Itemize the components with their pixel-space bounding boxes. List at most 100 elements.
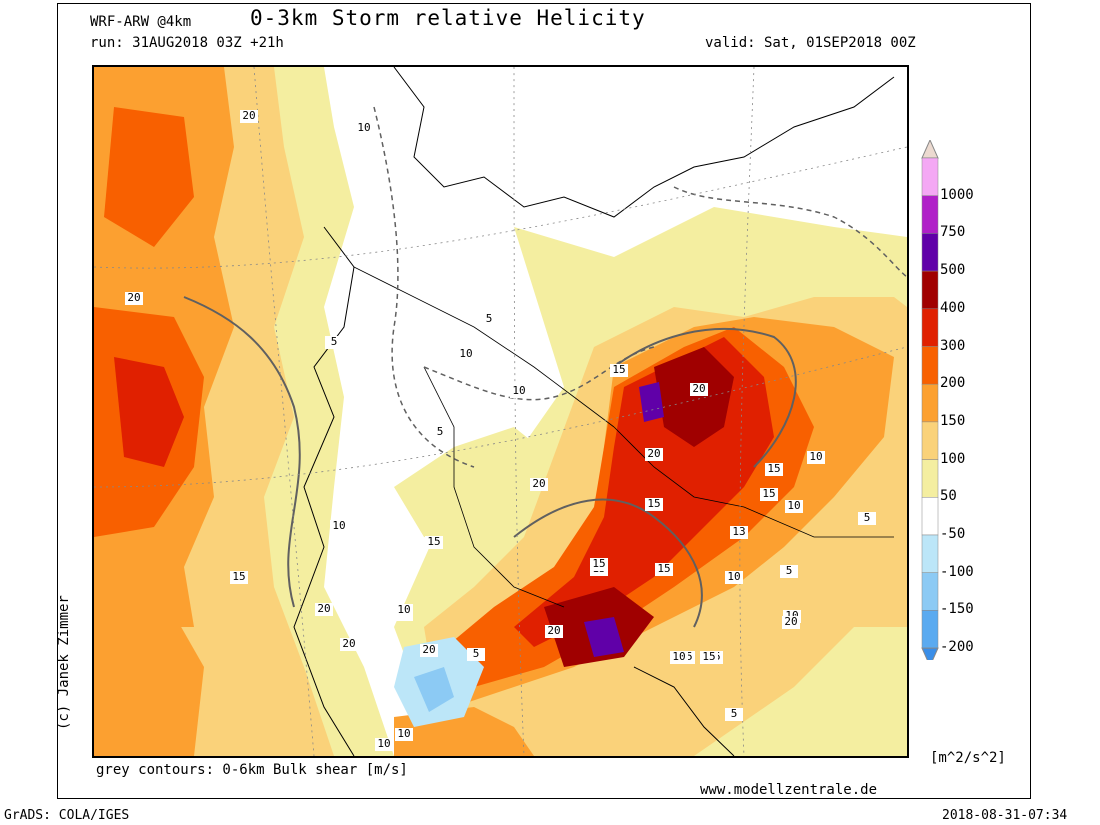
contour-label-bg (431, 426, 449, 439)
coastline-adriatic (633, 666, 735, 756)
colorbar-units: [m^2/s^2] (930, 750, 1006, 766)
contour-label: 15 (762, 487, 775, 500)
contour-label-bg (725, 708, 743, 721)
contour-label: 5 (864, 511, 871, 524)
helicity-map: 20 10 20 5 10 5 10 15 20 10 5 20 15 15 10 15 20 15 15 10 15 1… (92, 65, 909, 758)
contour-label-bg (700, 651, 718, 664)
contour-label: 15 (657, 562, 670, 575)
contour-label: 15 (702, 650, 715, 663)
colorbar-tick-label: -50 (940, 526, 966, 542)
contour-label: 15 (647, 497, 660, 510)
colorbar-swatch (921, 497, 939, 536)
contour-label: 15 (612, 363, 625, 376)
colorbar-tick-label: -150 (940, 601, 974, 618)
contour-label: 5 (486, 312, 493, 325)
generation-timestamp: 2018-08-31-07:34 (942, 808, 1068, 823)
contour-label-bg (765, 463, 783, 476)
colorbar-tick-label: 500 (940, 262, 966, 279)
contour-label-bg (645, 498, 663, 511)
contour-label: 5 (473, 647, 480, 660)
contour-label: 10 (377, 737, 390, 750)
contour-label-bg (690, 383, 708, 396)
contour-label: 15 (767, 462, 780, 475)
shear-contour-dashed-2 (673, 186, 907, 278)
colorbar-swatch (921, 459, 939, 498)
contour-label: 20 (692, 382, 705, 395)
contour-label-bg (420, 644, 438, 657)
contour-label-bg (760, 488, 778, 501)
shear-contour-dashed-3 (423, 346, 655, 401)
contour-label-group: 20 10 20 5 10 5 10 15 20 10 5 20 15 15 10 15 20 15 15 10 15 1… (125, 109, 876, 751)
contour-label: 20 (342, 637, 355, 650)
model-label: WRF-ARW @4km (90, 14, 192, 30)
contour-label: 10 (787, 499, 800, 512)
colorbar-tick-label: 750 (940, 224, 966, 241)
contour-label: 5 (731, 707, 738, 720)
colorbar-swatch (921, 270, 939, 310)
contour-label-bg (125, 292, 143, 305)
colorbar-tick-label: 150 (940, 412, 966, 429)
contour-note: grey contours: 0-6km Bulk shear [m/s] (96, 762, 408, 778)
author-credit: (c) Janek Zimmer (56, 595, 72, 730)
contour-label: 15 (592, 557, 605, 570)
colorbar-swatch (921, 157, 939, 196)
contour-label: 10 (397, 727, 410, 740)
website-link[interactable]: www.modellzentrale.de (700, 782, 878, 798)
colorbar-swatches (921, 140, 939, 660)
contour-label-bg (510, 385, 528, 398)
field-150-west-south (94, 587, 204, 756)
contour-label: 10 (809, 450, 822, 463)
contour-label: 15 (232, 570, 245, 583)
contour-label-bg (858, 512, 876, 525)
contour-label: 20 (127, 291, 140, 304)
colorbar-swatch (921, 610, 939, 649)
border-b (423, 366, 565, 608)
field-400-east (654, 347, 734, 447)
colorbar-swatch (921, 572, 939, 611)
contour-label-bg (655, 563, 673, 576)
contour-label: 20 (317, 602, 330, 615)
colorbar-tick-label: 1000 (940, 186, 974, 203)
contour-label-bg (730, 526, 748, 539)
contour-label: 20 (242, 109, 255, 122)
contour-label-bg (807, 451, 825, 464)
map-canvas: 20 10 20 5 10 5 10 15 20 10 5 20 15 15 10 15 20 15 15 10 15 1… (94, 67, 907, 756)
shear-contour-2 (613, 327, 797, 468)
shear-contour-3 (513, 498, 703, 628)
contour-label-bg (457, 348, 475, 361)
contour-label: 20 (547, 624, 560, 637)
colorbar-swatch (921, 233, 939, 272)
contour-label-bg (395, 728, 413, 741)
figure-frame (57, 3, 1031, 799)
contour-label: 20 (422, 643, 435, 656)
contour-label: 5 (437, 425, 444, 438)
contour-label-bg (590, 558, 608, 571)
coastline-west (293, 226, 355, 756)
contour-label: 15 (427, 535, 440, 548)
colorbar-tick-label: 400 (940, 299, 966, 316)
contour-label: 10 (332, 519, 345, 532)
contour-label-bg (530, 478, 548, 491)
contour-label-bg (325, 336, 343, 349)
colorbar-tick-label: 300 (940, 337, 966, 354)
contour-label-bg (467, 648, 485, 661)
contour-label: 10 (357, 121, 370, 134)
coastline-north (393, 67, 895, 218)
contour-label-bg (340, 638, 358, 651)
contour-label-bg (725, 571, 743, 584)
border-a (353, 266, 615, 428)
contour-label: 13 (732, 525, 745, 538)
colorbar-tick-label: 200 (940, 375, 966, 392)
run-label: run: 31AUG2018 03Z +21h (90, 35, 284, 51)
contour-label: 5 (786, 564, 793, 577)
field-300-west (114, 357, 184, 467)
contour-label: 10 (459, 347, 472, 360)
colorbar-bottom-arrow (921, 647, 939, 660)
field-200-nw (104, 107, 194, 247)
contour-label-bg (240, 110, 258, 123)
contour-label: 10 (672, 650, 685, 663)
map-title: 0-3km Storm relative Helicity (250, 6, 646, 30)
colorbar-swatch (921, 195, 939, 234)
contour-label: 10 (727, 570, 740, 583)
contour-label-bg (425, 536, 443, 549)
